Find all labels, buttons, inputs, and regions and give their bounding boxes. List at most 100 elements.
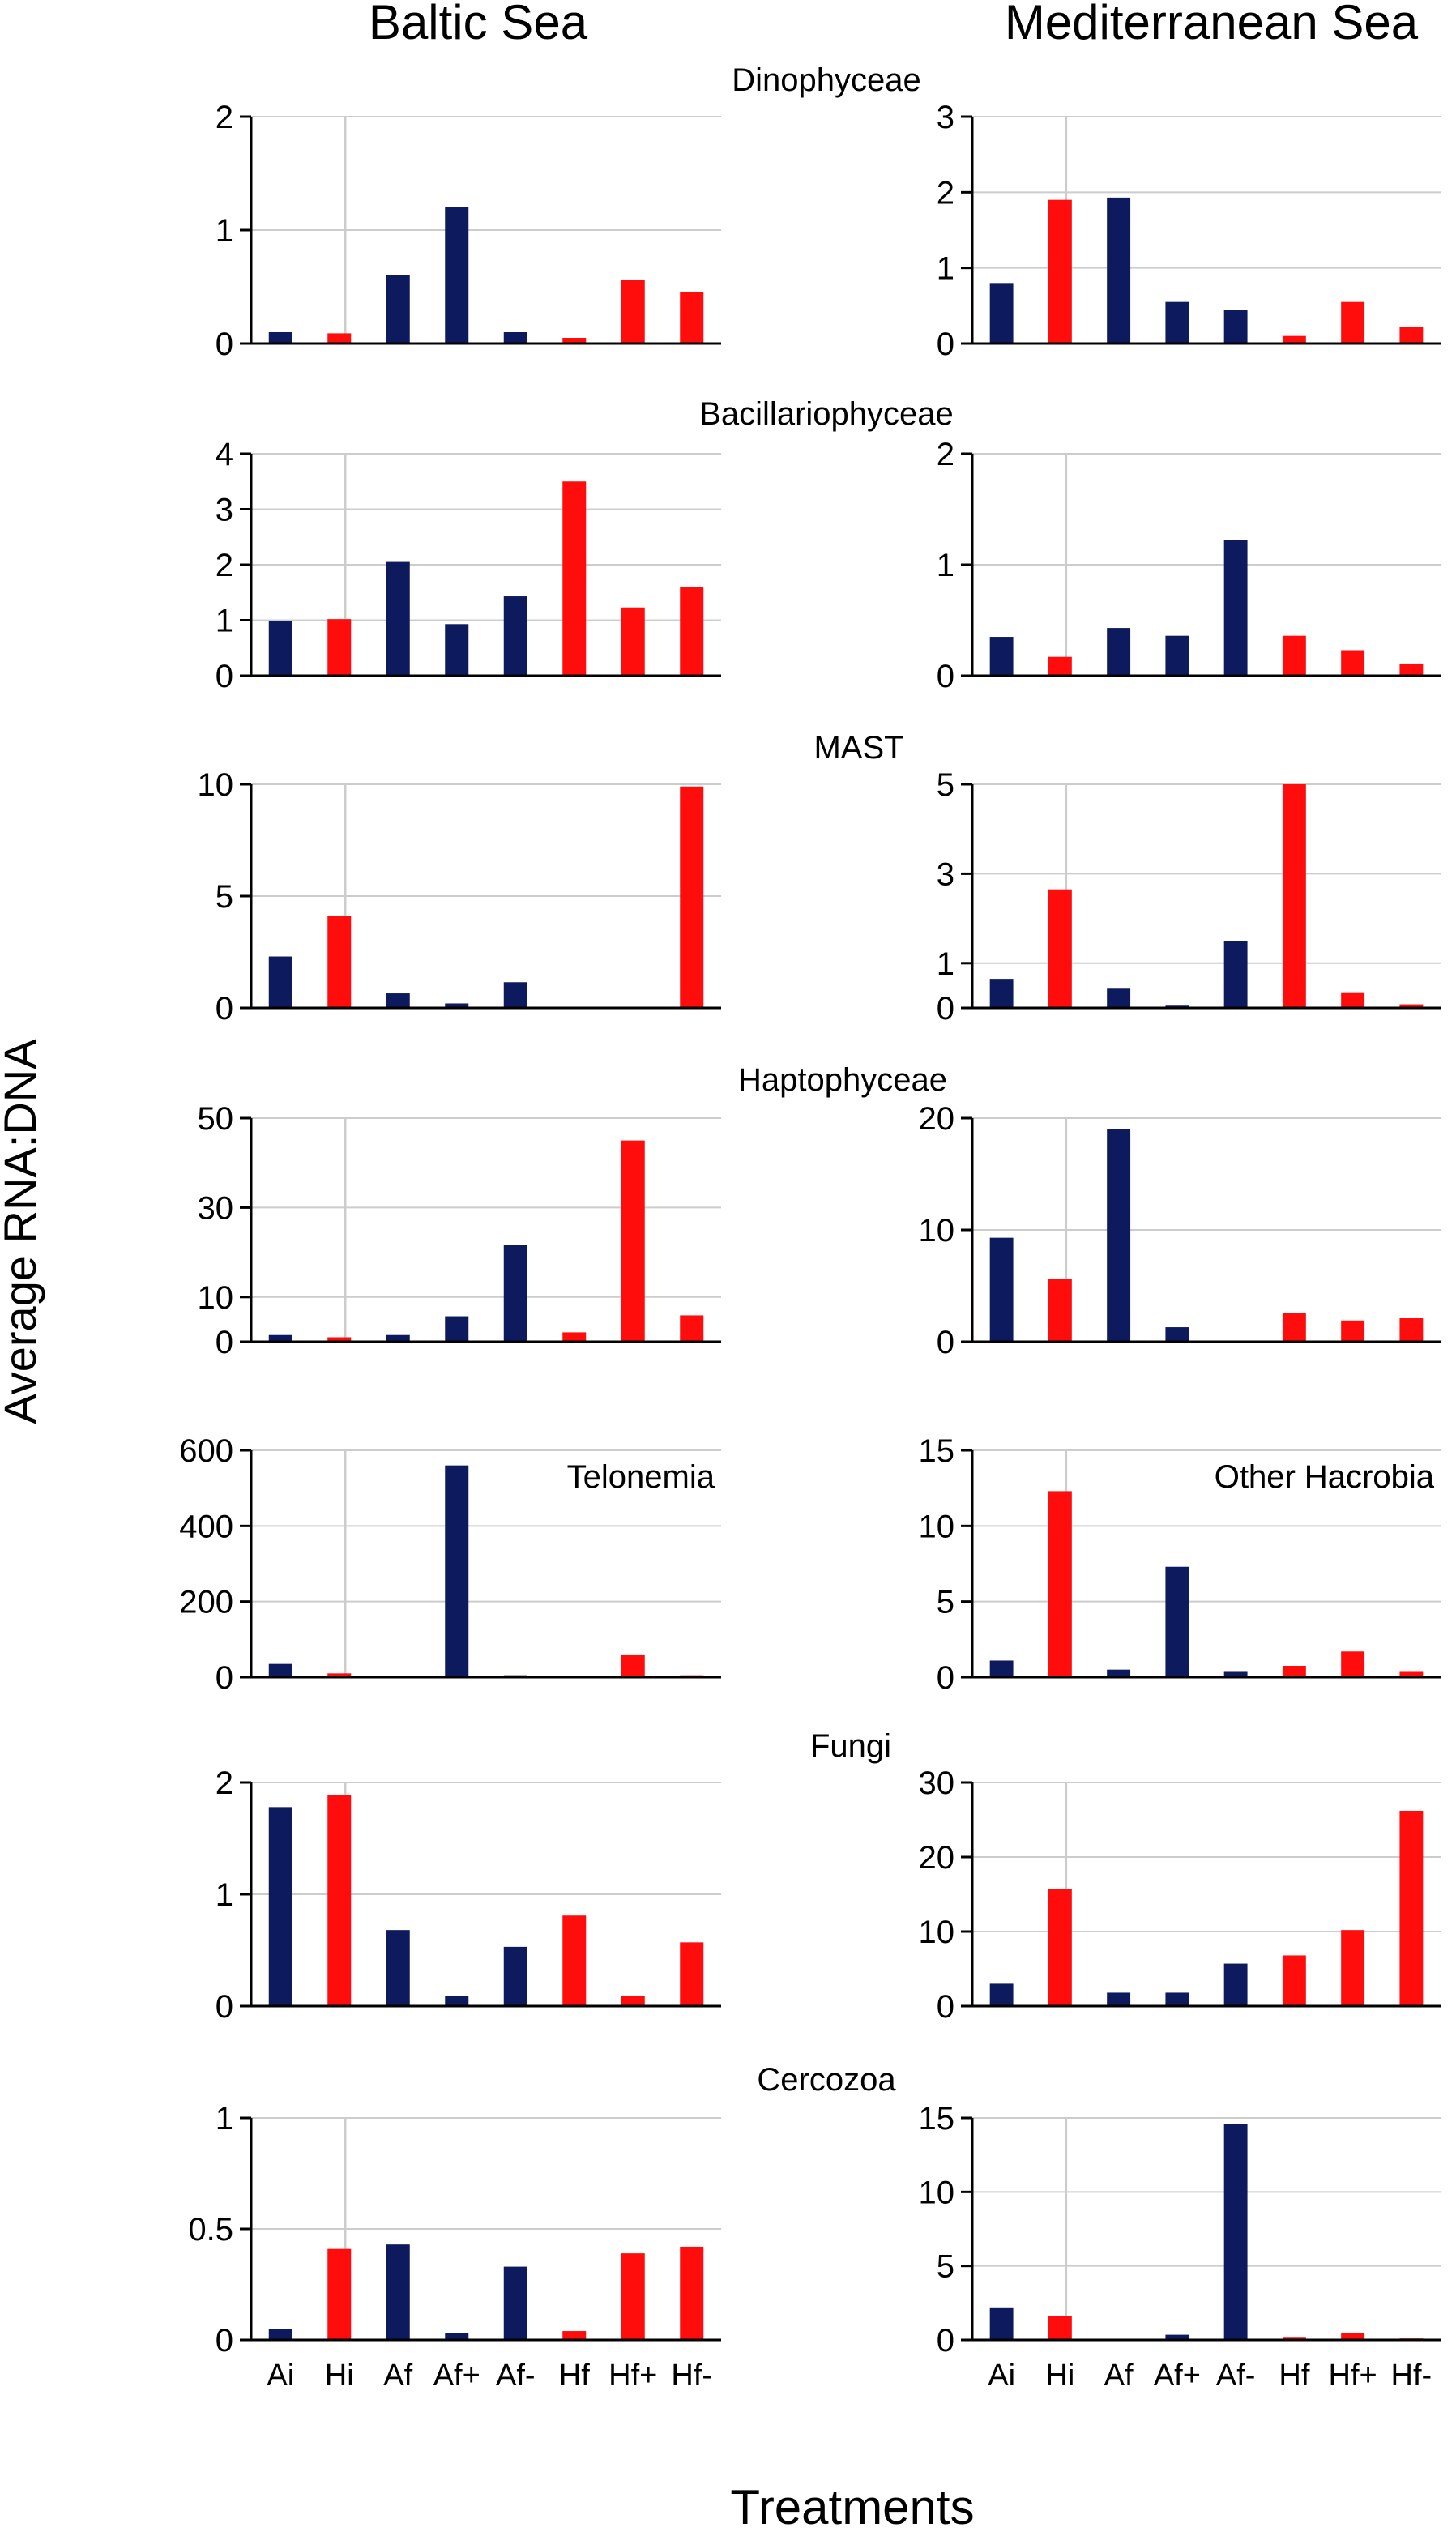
bar-af [386, 561, 410, 676]
y-tick-label: 2 [937, 175, 954, 211]
x-tick-label-hf: Hf- [1391, 2359, 1433, 2393]
x-tick-label-af: Af [1104, 2359, 1134, 2393]
y-tick-label: 1 [937, 946, 954, 982]
bar-hf [562, 481, 587, 676]
bar-af [445, 1465, 469, 1677]
bar-af [386, 1930, 410, 2006]
bar-hf [562, 338, 587, 344]
bar-af [445, 1996, 469, 2006]
y-tick-label: 0 [937, 2323, 954, 2359]
y-tick-label: 0 [937, 1660, 954, 1696]
y-tick-label: 0 [216, 327, 233, 362]
y-tick-label: 1 [216, 1877, 233, 1913]
bar-hf [1341, 2333, 1365, 2340]
panel-mediterranean-sea-dinophyceae: 0 1 2 3 [937, 100, 1441, 362]
bar-hf [621, 1654, 645, 1677]
bar-hf [1282, 1955, 1306, 2006]
bar-hf [1341, 992, 1365, 1008]
y-tick-label: 15 [919, 1433, 955, 1469]
bar-hf [1399, 1004, 1424, 1008]
bar-af [503, 2266, 527, 2340]
bar-hi [1048, 199, 1072, 344]
bar-af [1223, 941, 1248, 1008]
panel-title: MAST [813, 730, 903, 766]
bar-hf [1341, 650, 1365, 676]
y-tick-label: 5 [937, 1585, 954, 1620]
y-tick-label: 1 [937, 251, 954, 287]
bar-hf [1341, 301, 1365, 344]
bar-ai [989, 1660, 1014, 1677]
panel-title: Other Hacrobia [1215, 1459, 1435, 1495]
y-tick-label: 2 [216, 1765, 233, 1801]
x-tick-label-hf: Hf [559, 2359, 590, 2393]
y-tick-label: 2 [216, 548, 233, 583]
x-tick-label-af: Af- [1216, 2359, 1256, 2393]
y-tick-label: 10 [198, 1280, 234, 1316]
bar-hf [1341, 1651, 1365, 1677]
bar-af [445, 207, 469, 344]
bar-ai [989, 637, 1014, 676]
bar-hi [1048, 1279, 1072, 1342]
left-column-title: Baltic Sea [369, 0, 588, 49]
x-tick-label-hf: Hf- [671, 2359, 712, 2393]
bar-hf [621, 280, 645, 344]
y-tick-label: 600 [179, 1433, 233, 1469]
panel-title: Dinophyceae [732, 62, 921, 98]
bar-af [1223, 540, 1248, 676]
bar-hf [680, 1942, 704, 2006]
y-tick-label: 20 [919, 1840, 955, 1876]
bar-af [1107, 1669, 1131, 1677]
panel-mediterranean-sea-cercozoa: 0 5 10 15 [919, 2101, 1441, 2359]
bar-af [503, 1946, 527, 2006]
bar-hi [327, 619, 352, 676]
bar-hf [680, 1315, 704, 1342]
bar-af [503, 982, 527, 1008]
x-tick-label-af: Af- [496, 2359, 536, 2393]
y-tick-label: 3 [216, 493, 233, 528]
y-tick-label: 1 [216, 2101, 233, 2137]
panel-mediterranean-sea-bacillariophyceae: 0 1 2 [937, 437, 1441, 694]
y-tick-label: 200 [179, 1585, 233, 1620]
bar-af [1223, 310, 1248, 344]
panel-title: Haptophyceae [738, 1062, 947, 1098]
bar-hi [327, 916, 352, 1008]
bar-hf [1282, 1666, 1306, 1677]
bar-hf [1282, 335, 1306, 344]
x-tick-label-hf: Hf+ [1329, 2359, 1377, 2393]
y-axis-label: Average RNA:DNA [0, 1039, 45, 1424]
bar-af [1165, 1327, 1189, 1342]
bar-ai [268, 332, 292, 344]
x-tick-label-af: Af+ [433, 2359, 480, 2393]
y-tick-label: 30 [919, 1765, 955, 1801]
bar-af [1223, 2124, 1248, 2340]
bar-hf [562, 1915, 587, 2006]
y-tick-label: 4 [216, 437, 233, 472]
y-tick-label: 10 [198, 767, 234, 803]
bar-hf [1399, 1810, 1424, 2006]
x-tick-label-af: Af [383, 2359, 412, 2393]
bar-hf [1399, 663, 1424, 676]
bar-af [1165, 635, 1189, 676]
bar-hf [1341, 1930, 1365, 2006]
panel-baltic-sea-telonemia: 0 200 400 600 Telonemia [179, 1433, 721, 1696]
y-tick-label: 3 [937, 856, 954, 892]
bar-ai [989, 1237, 1014, 1342]
bar-af [1107, 628, 1131, 676]
y-tick-label: 1 [937, 548, 954, 583]
y-tick-label: 5 [216, 879, 233, 915]
y-tick-label: 0 [937, 1989, 954, 2025]
bar-hf [680, 786, 704, 1008]
bar-hf [621, 2253, 645, 2340]
bar-hf [621, 1140, 645, 1342]
y-tick-label: 3 [937, 100, 954, 135]
bar-ai [268, 1334, 292, 1342]
x-tick-label-hf: Hf+ [608, 2359, 657, 2393]
panel-baltic-sea-cercozoa: 0 0.5 1 Cercozoa [188, 2062, 896, 2359]
bar-hf [1341, 1320, 1365, 1342]
y-tick-label: 0 [216, 1989, 233, 2025]
bar-hi [1048, 656, 1072, 676]
y-tick-label: 2 [216, 100, 233, 135]
y-tick-label: 30 [198, 1190, 234, 1226]
y-tick-label: 10 [919, 1509, 955, 1544]
